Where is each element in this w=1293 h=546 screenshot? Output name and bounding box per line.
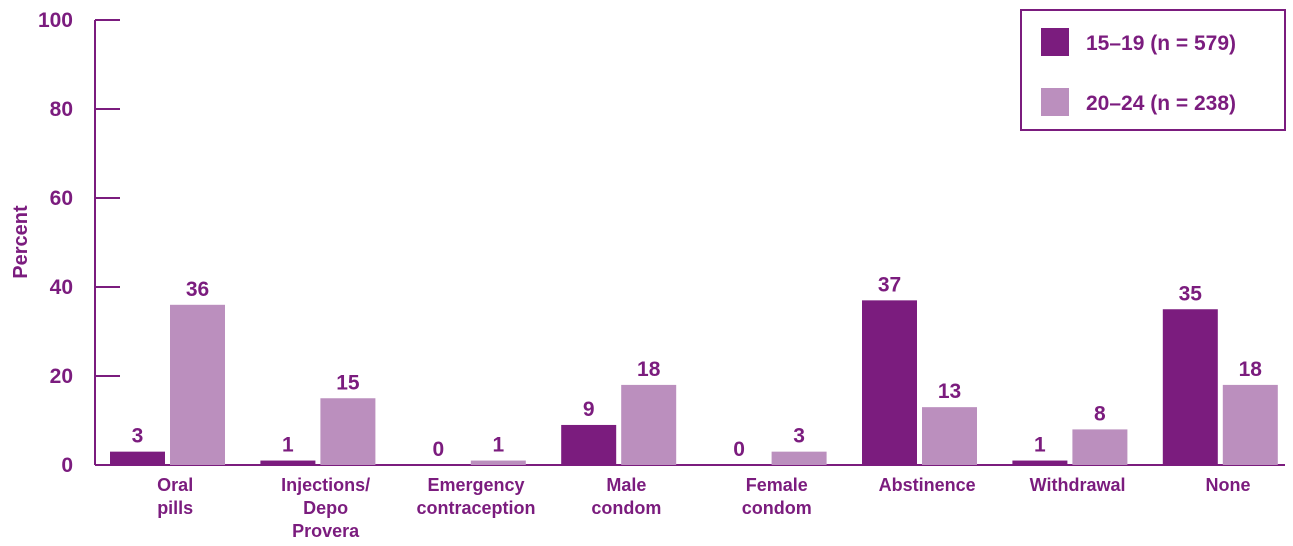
x-tick-label: Female condom — [742, 475, 812, 518]
x-tick-label: Injections/Depo Provera — [281, 475, 370, 541]
legend: 15–19 (n = 579) 20–24 (n = 238) — [1020, 9, 1286, 131]
bar-series-1 — [110, 451, 165, 465]
bar-series-2 — [922, 407, 977, 465]
y-tick-label: 80 — [50, 98, 73, 121]
data-label: 15 — [336, 371, 360, 394]
data-label: 18 — [637, 358, 661, 381]
x-tick-label: Oral pills — [157, 475, 193, 518]
bar-series-2 — [320, 398, 376, 465]
y-tick-label: 40 — [50, 276, 73, 299]
bar-series-2 — [621, 384, 677, 465]
x-tick-label: Withdrawal — [1030, 475, 1126, 495]
data-label: 1 — [492, 434, 504, 457]
bar-series-1 — [260, 460, 316, 465]
bars — [110, 300, 1278, 465]
data-label: 0 — [432, 438, 444, 461]
bar-series-1 — [561, 424, 617, 465]
bar-series-2 — [1222, 384, 1278, 465]
legend-swatch — [1041, 28, 1069, 56]
legend-swatch — [1041, 88, 1069, 116]
data-label: 8 — [1094, 402, 1106, 425]
y-tick-label: 100 — [38, 9, 73, 32]
data-label: 3 — [132, 425, 144, 448]
data-label: 3 — [793, 425, 805, 448]
bar-series-2 — [1072, 429, 1128, 465]
y-tick-label: 60 — [50, 187, 73, 210]
x-tick-label: None — [1206, 475, 1251, 495]
x-tick-label: Abstinence — [879, 475, 976, 495]
value-labels: 3 1 0 9 0 37 1 35 36 15 1 18 3 13 8 18 — [132, 273, 1263, 461]
legend-label: 15–19 (n = 579) — [1086, 32, 1236, 55]
bar-series-2 — [170, 304, 225, 465]
data-label: 1 — [1034, 434, 1046, 457]
y-tick-label: 0 — [61, 454, 73, 477]
data-label: 13 — [938, 380, 961, 403]
x-tick-label: Emergency contraception — [416, 475, 535, 518]
y-tick-label: 20 — [50, 365, 73, 388]
data-label: 37 — [878, 273, 901, 296]
data-label: 1 — [282, 434, 294, 457]
legend-label: 20–24 (n = 238) — [1086, 92, 1236, 115]
bar-series-2 — [771, 451, 827, 465]
data-label: 0 — [733, 438, 745, 461]
data-label: 18 — [1239, 358, 1263, 381]
data-label: 35 — [1179, 282, 1203, 305]
data-label: 9 — [583, 398, 595, 421]
bar-series-1 — [1162, 309, 1218, 465]
x-tick-label: Male condom — [591, 475, 661, 518]
bar-series-1 — [862, 300, 917, 465]
bar-series-2 — [470, 460, 526, 465]
x-axis: Oral pills Injections/Depo Provera Emergency… — [95, 464, 1285, 541]
y-axis-title: Percent — [10, 205, 32, 279]
bar-series-1 — [1012, 460, 1068, 465]
data-label: 36 — [186, 278, 209, 301]
y-axis: 0 20 40 60 80 100 — [38, 9, 120, 477]
